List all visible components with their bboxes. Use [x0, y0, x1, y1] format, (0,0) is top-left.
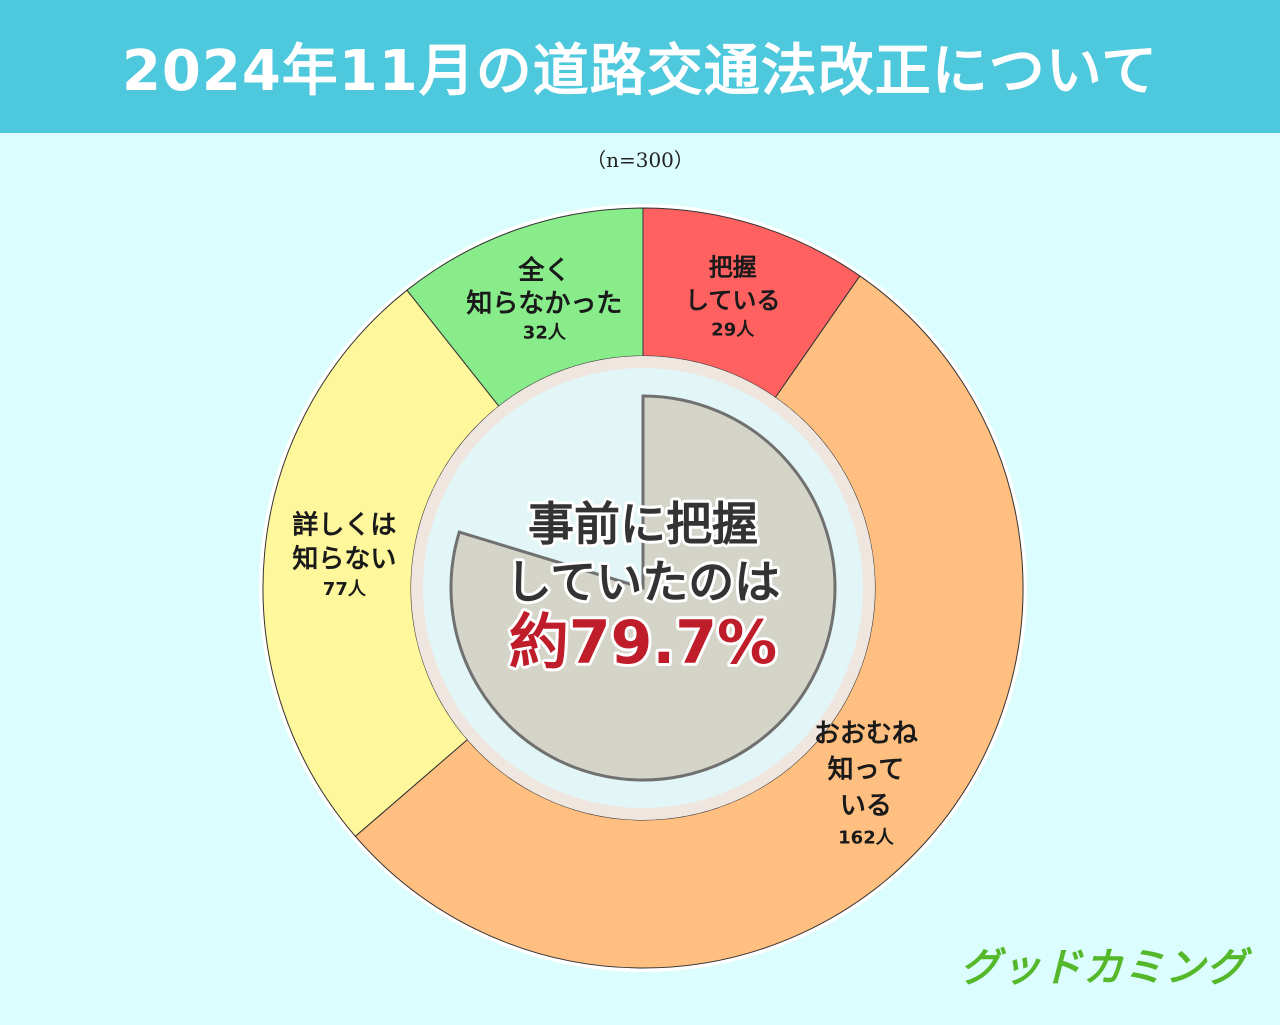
slice-label-line: おおむね — [814, 719, 918, 749]
slice-count: 162人 — [838, 828, 895, 849]
slice-count: 32人 — [523, 323, 567, 344]
center-pie-slice — [449, 394, 837, 782]
center-line-1: 事前に把握 — [528, 497, 758, 551]
brand-logo: グッドカミング — [960, 945, 1247, 991]
center-line-2: していたのは — [506, 555, 781, 609]
center-percent: 約79.7% — [509, 608, 777, 678]
slice-label-line: 全く — [517, 255, 570, 286]
chart-title: 2024年11月の道路交通法改正について — [121, 39, 1159, 104]
slice-label-line: 知らない — [292, 544, 396, 574]
slice-label-line: している — [685, 287, 780, 315]
slice-label-line: 詳しくは — [292, 509, 396, 540]
slice-count: 29人 — [711, 320, 755, 341]
slice-label-line: いる — [840, 791, 892, 821]
sample-size-note: （n=300） — [586, 148, 694, 172]
header-bar: 2024年11月の道路交通法改正について — [0, 0, 1280, 133]
slice-label-line: 知って — [828, 755, 905, 785]
slice-count: 77人 — [323, 579, 367, 600]
slice-label-line: 知らなかった — [466, 289, 622, 319]
slice-label-line: 把握 — [709, 254, 757, 282]
